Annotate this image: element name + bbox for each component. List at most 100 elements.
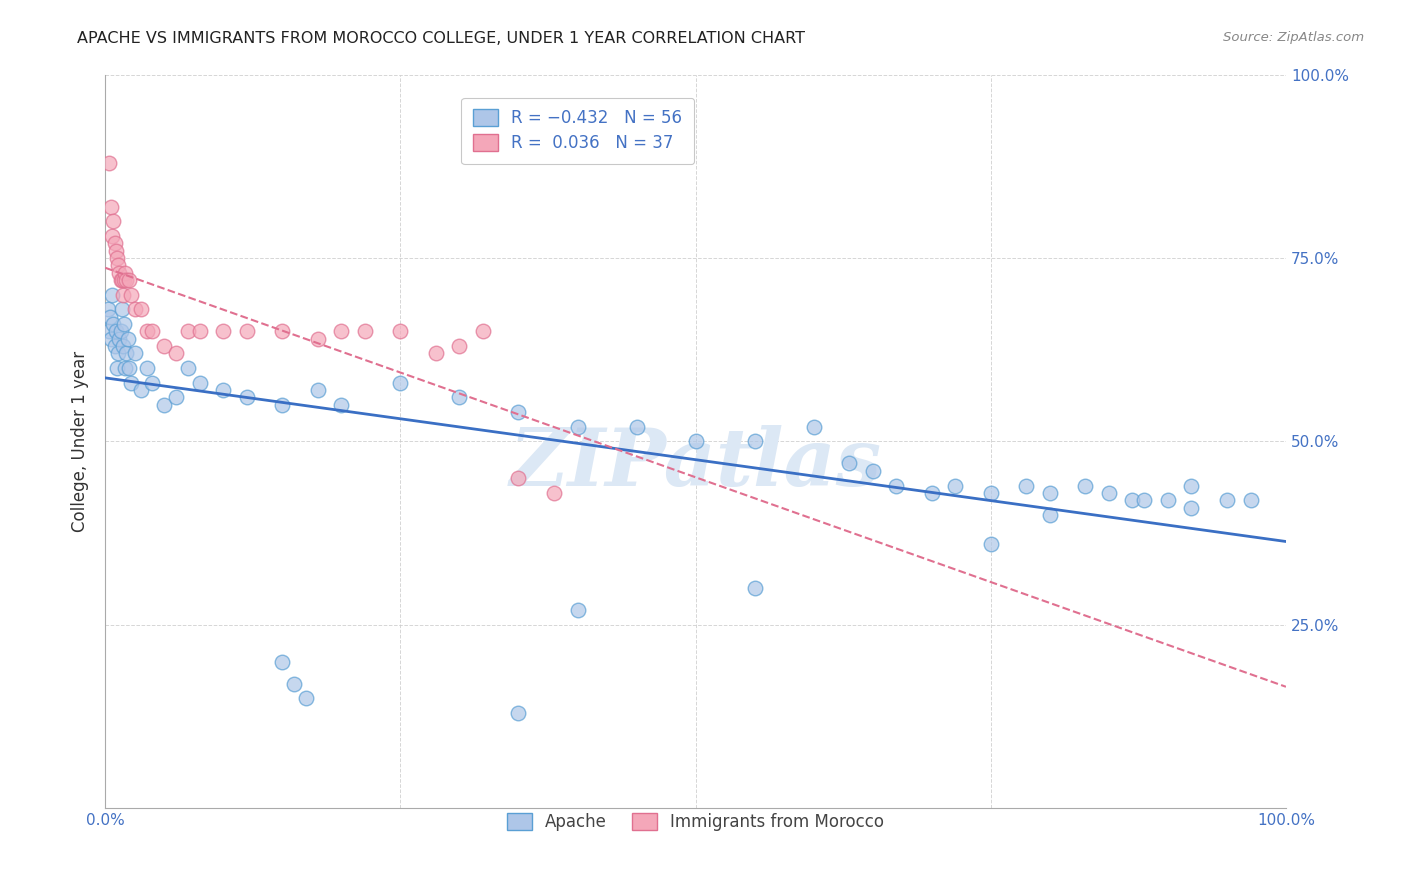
Point xyxy=(112,317,135,331)
Point xyxy=(100,200,122,214)
Point xyxy=(129,302,152,317)
Point xyxy=(101,229,124,244)
Point xyxy=(425,346,447,360)
Point xyxy=(115,346,138,360)
Point xyxy=(543,486,565,500)
Point xyxy=(1098,486,1121,500)
Point xyxy=(111,302,134,317)
Point xyxy=(1157,493,1180,508)
Point xyxy=(177,361,200,376)
Point xyxy=(97,155,120,169)
Point xyxy=(980,486,1002,500)
Point xyxy=(508,405,530,419)
Point xyxy=(508,471,530,485)
Point xyxy=(744,434,766,449)
Point xyxy=(884,478,907,492)
Point xyxy=(103,214,125,228)
Point xyxy=(1239,493,1261,508)
Point xyxy=(212,325,235,339)
Point xyxy=(114,361,136,376)
Point xyxy=(1121,493,1143,508)
Point xyxy=(295,691,318,706)
Point xyxy=(105,361,128,376)
Point xyxy=(330,398,353,412)
Point xyxy=(118,361,141,376)
Point xyxy=(271,325,294,339)
Point xyxy=(1216,493,1239,508)
Point xyxy=(744,581,766,595)
Point xyxy=(101,287,124,301)
Point xyxy=(212,383,235,397)
Point xyxy=(567,603,589,617)
Point xyxy=(103,317,125,331)
Point xyxy=(111,339,134,353)
Point xyxy=(283,676,305,690)
Point xyxy=(112,273,135,287)
Point xyxy=(135,325,157,339)
Point xyxy=(118,273,141,287)
Point xyxy=(307,383,329,397)
Point xyxy=(114,266,136,280)
Point xyxy=(472,325,495,339)
Point xyxy=(98,310,121,324)
Point xyxy=(1074,478,1097,492)
Text: APACHE VS IMMIGRANTS FROM MOROCCO COLLEGE, UNDER 1 YEAR CORRELATION CHART: APACHE VS IMMIGRANTS FROM MOROCCO COLLEG… xyxy=(77,31,806,46)
Point xyxy=(236,391,259,405)
Point xyxy=(685,434,707,449)
Point xyxy=(105,251,128,265)
Point xyxy=(100,332,122,346)
Y-axis label: College, Under 1 year: College, Under 1 year xyxy=(72,351,89,532)
Point xyxy=(921,486,943,500)
Point xyxy=(389,325,412,339)
Point xyxy=(330,325,353,339)
Point xyxy=(307,332,329,346)
Point xyxy=(110,273,132,287)
Point xyxy=(449,391,471,405)
Point xyxy=(508,706,530,720)
Point xyxy=(104,325,127,339)
Point xyxy=(271,655,294,669)
Point xyxy=(104,339,127,353)
Point xyxy=(567,419,589,434)
Text: Source: ZipAtlas.com: Source: ZipAtlas.com xyxy=(1223,31,1364,45)
Point xyxy=(943,478,966,492)
Point xyxy=(141,376,163,390)
Point xyxy=(1180,478,1202,492)
Point xyxy=(389,376,412,390)
Legend: Apache, Immigrants from Morocco: Apache, Immigrants from Morocco xyxy=(494,799,897,844)
Point xyxy=(111,273,134,287)
Point xyxy=(177,325,200,339)
Point xyxy=(107,258,129,272)
Point xyxy=(104,236,127,251)
Point xyxy=(135,361,157,376)
Point xyxy=(188,325,211,339)
Point xyxy=(129,383,152,397)
Point xyxy=(449,339,471,353)
Point xyxy=(117,332,139,346)
Point xyxy=(803,419,825,434)
Point xyxy=(97,325,120,339)
Point xyxy=(1180,500,1202,515)
Point xyxy=(838,457,860,471)
Point xyxy=(980,537,1002,551)
Point xyxy=(188,376,211,390)
Point xyxy=(153,339,176,353)
Point xyxy=(626,419,648,434)
Point xyxy=(97,302,120,317)
Point xyxy=(271,398,294,412)
Point xyxy=(107,346,129,360)
Point xyxy=(153,398,176,412)
Point xyxy=(124,302,146,317)
Point xyxy=(110,325,132,339)
Point xyxy=(108,332,131,346)
Point xyxy=(108,266,131,280)
Point xyxy=(141,325,163,339)
Point xyxy=(120,287,142,301)
Point xyxy=(120,376,142,390)
Point xyxy=(1039,508,1062,522)
Point xyxy=(165,346,187,360)
Text: ZIPatlas: ZIPatlas xyxy=(509,425,882,502)
Point xyxy=(1133,493,1156,508)
Point xyxy=(862,464,884,478)
Point xyxy=(124,346,146,360)
